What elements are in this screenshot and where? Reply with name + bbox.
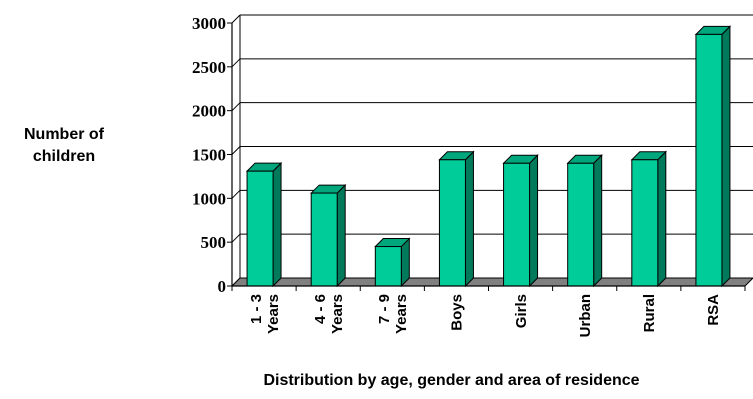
bar-side bbox=[657, 150, 667, 288]
x-tick-label: Girls bbox=[513, 294, 530, 328]
bar bbox=[631, 159, 659, 287]
y-tick-label: 2000 bbox=[192, 102, 226, 121]
bar-side bbox=[336, 183, 346, 288]
bar bbox=[567, 162, 595, 287]
x-tick-label: Rural bbox=[641, 294, 658, 332]
bar-side bbox=[593, 154, 603, 288]
y-tick-label: 2500 bbox=[192, 58, 226, 77]
gridline-depth bbox=[231, 233, 241, 243]
bar bbox=[246, 170, 274, 287]
x-tick-label: Years bbox=[329, 294, 346, 334]
bar bbox=[695, 33, 723, 287]
x-tick-label: 7 - 9 bbox=[376, 294, 393, 324]
gridline-depth bbox=[231, 189, 241, 199]
x-tick-label: 1 - 3 bbox=[248, 294, 265, 324]
gridline-depth bbox=[231, 146, 241, 155]
x-axis-title: Distribution by age, gender and area of … bbox=[263, 372, 640, 389]
gridline-depth bbox=[231, 58, 241, 68]
x-tick-label: Years bbox=[393, 294, 410, 334]
bar bbox=[310, 192, 338, 287]
y-tick-label: 0 bbox=[218, 277, 227, 296]
bar-side bbox=[721, 25, 731, 288]
y-tick-label: 500 bbox=[201, 233, 227, 252]
gridline-depth bbox=[231, 102, 241, 112]
y-axis-title: Number of children bbox=[0, 124, 128, 168]
bar-side bbox=[272, 161, 282, 288]
bar-side bbox=[529, 154, 539, 288]
y-axis-title-line-1: Number of bbox=[24, 126, 104, 143]
y-tick-label: 1500 bbox=[192, 146, 226, 165]
gridline-depth bbox=[231, 14, 241, 24]
y-tick-label: 3000 bbox=[192, 14, 226, 33]
chart-floor bbox=[230, 277, 753, 287]
bar bbox=[503, 162, 531, 287]
x-tick-label: 4 - 6 bbox=[312, 294, 329, 324]
bar bbox=[438, 159, 466, 287]
x-tick-label: Urban bbox=[577, 294, 594, 337]
x-tick-label: RSA bbox=[705, 294, 722, 326]
x-tick-label: Boys bbox=[449, 294, 466, 331]
bar bbox=[374, 246, 402, 287]
x-tick-label: Years bbox=[265, 294, 282, 334]
bar-side bbox=[464, 150, 474, 288]
y-axis-title-line-2: children bbox=[32, 148, 96, 165]
y-tick-label: 1000 bbox=[192, 189, 226, 208]
